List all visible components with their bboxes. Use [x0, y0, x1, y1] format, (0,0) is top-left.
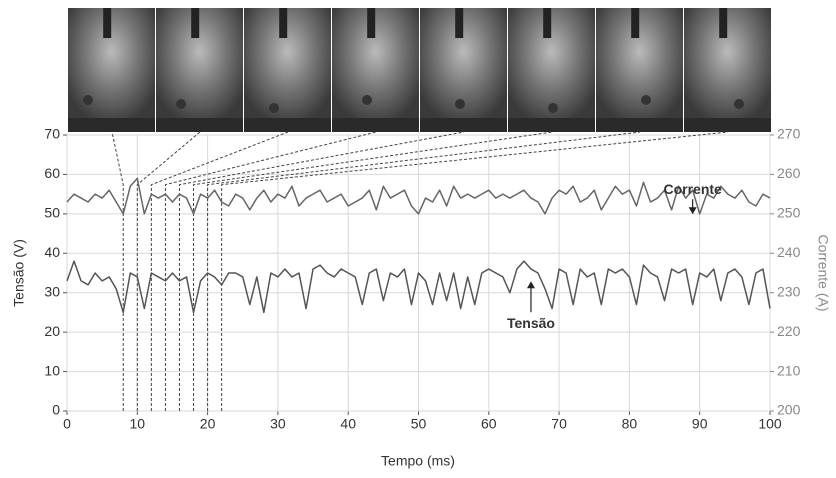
droplet — [641, 95, 651, 105]
x-tick-label: 50 — [411, 416, 427, 432]
y-tick-label: 60 — [44, 165, 60, 181]
electrode — [455, 8, 464, 38]
y-tick-label: 40 — [44, 244, 60, 260]
droplet — [734, 99, 744, 109]
frame-time-line — [111, 131, 124, 411]
droplet — [83, 95, 93, 105]
series-line — [66, 177, 771, 215]
frame-time-line — [221, 131, 729, 411]
electrode — [719, 8, 728, 38]
x-tick-label: 20 — [200, 416, 216, 432]
y2-tick-label: 240 — [777, 244, 801, 260]
photo-frame — [244, 8, 331, 132]
base-plate — [596, 118, 683, 132]
x-tick-label: 100 — [758, 416, 782, 432]
x-tick-label: 30 — [270, 416, 286, 432]
y2-tick-label: 260 — [777, 165, 801, 181]
y-tick-label: 50 — [44, 205, 60, 221]
droplet — [455, 99, 465, 109]
base-plate — [420, 118, 507, 132]
x-tick-label: 80 — [622, 416, 638, 432]
x-tick-label: 0 — [63, 416, 71, 432]
y-tick-label: 0 — [52, 402, 60, 418]
base-plate — [156, 118, 243, 132]
x-axis-label: Tempo (ms) — [381, 453, 455, 469]
photo-frame — [508, 8, 595, 132]
electrode — [631, 8, 640, 38]
frame-time-line — [136, 131, 201, 411]
electrode — [367, 8, 376, 38]
y-tick-label: 30 — [44, 283, 60, 299]
annotation: Tensão — [507, 315, 555, 331]
photo-frame — [596, 8, 683, 132]
y-tick-label: 10 — [44, 362, 60, 378]
photo-strip — [68, 8, 771, 132]
y-tick-label: 20 — [44, 323, 60, 339]
y2-tick-label: 230 — [777, 283, 801, 299]
base-plate — [244, 118, 331, 132]
x-tick-label: 60 — [481, 416, 497, 432]
photo-frame — [156, 8, 243, 132]
base-plate — [508, 118, 595, 132]
electrode — [191, 8, 200, 38]
droplet — [269, 103, 279, 113]
y2-tick-label: 270 — [777, 126, 801, 142]
y-axis-label: Tensão (V) — [11, 239, 27, 307]
frame-time-line — [150, 131, 289, 411]
frame-time-line — [193, 131, 553, 411]
base-plate — [684, 118, 771, 132]
photo-frame — [68, 8, 155, 132]
y2-axis-label: Corrente (A) — [815, 234, 831, 311]
droplet — [362, 95, 372, 105]
frame-time-line — [207, 131, 641, 411]
x-tick-label: 70 — [551, 416, 567, 432]
arrow-head — [688, 207, 697, 215]
frame-time-line — [164, 131, 377, 411]
x-tick-label: 90 — [692, 416, 708, 432]
frame-time-line — [178, 131, 465, 411]
electrode — [279, 8, 288, 38]
y2-tick-label: 210 — [777, 362, 801, 378]
photo-frame — [420, 8, 507, 132]
base-plate — [68, 118, 155, 132]
electrode — [543, 8, 552, 38]
y2-tick-label: 200 — [777, 402, 801, 418]
arrow-head — [526, 281, 535, 289]
series-line — [66, 260, 771, 314]
x-tick-label: 10 — [130, 416, 146, 432]
annotation: Corrente — [663, 181, 722, 197]
droplet — [176, 99, 186, 109]
base-plate — [332, 118, 419, 132]
photo-frame — [684, 8, 771, 132]
electrode — [103, 8, 112, 38]
y2-tick-label: 250 — [777, 205, 801, 221]
y-tick-label: 70 — [44, 126, 60, 142]
photo-frame — [332, 8, 419, 132]
x-tick-label: 40 — [340, 416, 356, 432]
droplet — [548, 103, 558, 113]
y2-tick-label: 220 — [777, 323, 801, 339]
